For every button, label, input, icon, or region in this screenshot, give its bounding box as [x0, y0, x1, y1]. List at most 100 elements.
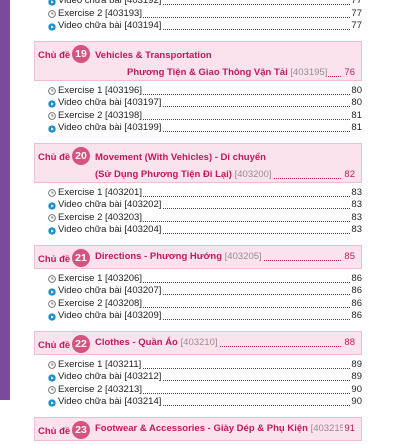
- topic-header[interactable]: Chủ đề 21 Directions - Phương Hướng [40320…: [34, 244, 362, 269]
- dot-leader: [58, 273, 352, 283]
- play-video-icon: [48, 373, 56, 382]
- topic-title-text: Footwear & Accessories - Giày Dép & Phụ …: [95, 422, 308, 434]
- dot-leader: [58, 110, 352, 120]
- dot-leader: [58, 384, 352, 394]
- clock-icon: [48, 87, 56, 95]
- spacer: [34, 33, 362, 38]
- toc-entry[interactable]: Video chữa bài [403202] 83: [34, 199, 362, 212]
- toc-entry[interactable]: Exercise 2 [403213] 90: [34, 383, 362, 396]
- topic-number-badge: 23: [72, 420, 90, 439]
- play-video-icon: [48, 0, 56, 6]
- topic-number-badge: 21: [72, 248, 90, 267]
- clock-icon: [48, 112, 56, 120]
- entry-label: Exercise 2 [403213]: [58, 383, 143, 396]
- topic-title: Footwear & Accessories - Giày Dép & Phụ …: [95, 422, 349, 434]
- topic-header[interactable]: Chủ đề 19 Vehicles & Transportation Phương …: [34, 40, 362, 81]
- toc-entry[interactable]: Video chữa bài [403212] 89: [34, 371, 362, 384]
- dot-leader: [58, 0, 352, 5]
- toc-entry[interactable]: Exercise 2 [403203] 83: [34, 211, 362, 224]
- page-number: 77: [350, 20, 362, 33]
- topic-code: [403215]: [310, 422, 348, 434]
- entry-label: Exercise 2 [403208]: [58, 297, 143, 310]
- toc-entry[interactable]: Exercise 2 [403193] 77: [34, 7, 362, 20]
- entry-label: Exercise 1 [403211]: [58, 358, 143, 371]
- page-number: 82: [343, 168, 355, 180]
- toc-entry[interactable]: Exercise 1 [403206] 86: [34, 272, 362, 285]
- entry-label: Exercise 1 [403206]: [58, 272, 143, 285]
- entry-label: Video chữa bài [403207]: [58, 285, 163, 298]
- topic-title: Directions - Phương Hướng [403205]: [95, 250, 263, 262]
- page-number: 81: [350, 109, 362, 122]
- topic-title-line: Clothes - Quần Áo [403210] 88: [95, 336, 355, 349]
- topic-title-line: Footwear & Accessories - Giày Dép & Phụ …: [95, 422, 355, 435]
- page-number: 83: [350, 199, 362, 212]
- topic-subtitle: Phương Tiện & Giao Thông Vận Tải [403195…: [127, 66, 329, 78]
- toc-entry[interactable]: Exercise 2 [403208] 86: [34, 297, 362, 310]
- page-number: 91: [343, 422, 355, 434]
- entry-label: Exercise 2 [403193]: [58, 7, 143, 20]
- play-video-icon: [48, 124, 56, 133]
- entry-label: Video chữa bài [403199]: [58, 122, 163, 135]
- page-number: 88: [343, 336, 355, 348]
- topic-prefix: Chủ đề: [38, 339, 71, 351]
- topic-subtitle: (Sử Dụng Phương Tiện Đi Lại) [403200]: [95, 168, 273, 180]
- page-number: 83: [350, 224, 362, 237]
- topic-prefix: Chủ đề: [38, 151, 71, 163]
- toc-entry[interactable]: Exercise 1 [403211] 89: [34, 358, 362, 371]
- clock-icon: [48, 361, 56, 369]
- topic-header[interactable]: Chủ đề 22 Clothes - Quần Áo [403210] 88: [34, 330, 362, 355]
- page-number: 80: [350, 97, 362, 110]
- page-number: 77: [350, 0, 362, 8]
- entry-label: Video chữa bài [403202]: [58, 199, 163, 212]
- topic-header[interactable]: Chủ đề 23 Footwear & Accessories - Giày Dé…: [34, 416, 362, 441]
- page-number: 86: [350, 285, 362, 298]
- dot-leader: [58, 371, 352, 381]
- topic-title-text: Clothes - Quần Áo: [95, 336, 178, 348]
- clock-icon: [48, 386, 56, 394]
- toc-entry[interactable]: Video chữa bài [403199] 81: [34, 122, 362, 135]
- spacer: [34, 237, 362, 242]
- toc-entry[interactable]: Exercise 2 [403198] 81: [34, 109, 362, 122]
- toc-entry[interactable]: Video chữa bài [403207] 86: [34, 285, 362, 298]
- dot-leader: [58, 310, 352, 320]
- dot-leader: [58, 298, 352, 308]
- play-video-icon: [48, 312, 56, 321]
- clock-icon: [48, 10, 56, 18]
- toc-entry[interactable]: Video chữa bài [403214] 90: [34, 396, 362, 409]
- page-number: 89: [350, 371, 362, 384]
- spacer: [34, 135, 362, 140]
- topic-title: Movement (With Vehicles) - Di chuyển: [95, 151, 266, 163]
- dot-leader: [58, 85, 352, 95]
- toc-entry[interactable]: Video chữa bài [403194] 77: [34, 20, 362, 33]
- topic-prefix: Chủ đề: [38, 253, 71, 265]
- topic-title: Clothes - Quần Áo [403210]: [95, 336, 219, 348]
- topic-code: [403205]: [224, 250, 262, 262]
- topic-title-text: Directions - Phương Hướng: [95, 250, 223, 262]
- topic-header[interactable]: Chủ đề 20 Movement (With Vehicles) - Di ch…: [34, 142, 362, 183]
- topic-prefix: Chủ đề: [38, 425, 71, 437]
- toc-entry[interactable]: Exercise 1 [403196] 80: [34, 84, 362, 97]
- dot-leader: [58, 20, 352, 30]
- toc-entry[interactable]: Video chữa bài [403209] 86: [34, 310, 362, 323]
- page-number: 86: [350, 297, 362, 310]
- spacer: [34, 323, 362, 328]
- table-of-contents: Video chữa bài [403192] 77 Exercise 2 [403…: [34, 0, 362, 445]
- page-number: 83: [350, 186, 362, 199]
- topic-code: [403210]: [180, 336, 218, 348]
- page-number: 83: [350, 211, 362, 224]
- entry-label: Video chữa bài [403212]: [58, 371, 163, 384]
- clock-icon: [48, 189, 56, 197]
- toc-entry[interactable]: Video chữa bài [403192] 77: [34, 0, 362, 8]
- toc-entry[interactable]: Video chữa bài [403204] 83: [34, 224, 362, 237]
- page-number: 85: [343, 250, 355, 262]
- page-number: 77: [350, 7, 362, 20]
- page-number: 81: [350, 122, 362, 135]
- clock-icon: [48, 300, 56, 308]
- entry-label: Video chữa bài [403204]: [58, 224, 163, 237]
- topic-title: Vehicles & Transportation: [95, 49, 212, 61]
- book-spine-bar: [0, 0, 10, 400]
- toc-entry[interactable]: Video chữa bài [403197] 80: [34, 97, 362, 110]
- page-number: 80: [350, 84, 362, 97]
- toc-entry[interactable]: Exercise 1 [403201] 83: [34, 186, 362, 199]
- play-video-icon: [48, 22, 56, 31]
